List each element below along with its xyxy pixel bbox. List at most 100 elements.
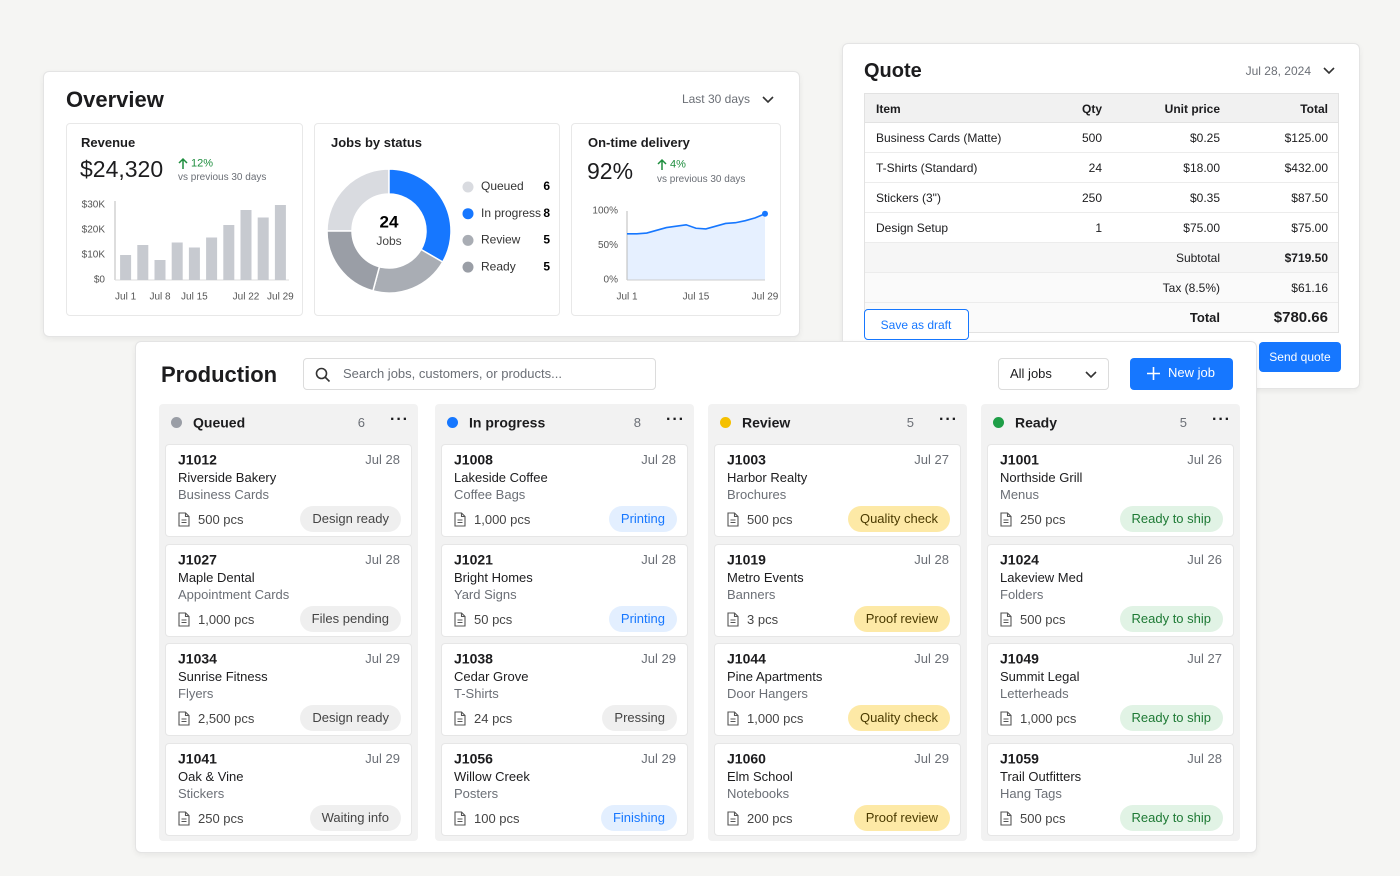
doc [1000, 612, 1012, 627]
status-badge: Pressing [602, 705, 677, 731]
job-card[interactable]: J1059 Jul 28 Trail Outfitters Hang Tags 500 … [987, 743, 1234, 836]
summary-label: Total [1189, 310, 1220, 326]
doc [727, 612, 739, 627]
table-cell: $18.00 [1183, 160, 1220, 175]
job-card[interactable]: J1001 Jul 26 Northside Grill Menus 250 pcs Re… [987, 444, 1234, 537]
column-menu[interactable]: ··· [666, 411, 685, 428]
new-job-button[interactable]: New job [1130, 358, 1233, 390]
job-qty: 1,000 pcs [747, 711, 804, 727]
table-header: Qty [1081, 101, 1102, 116]
bar [206, 237, 218, 280]
job-qty: 100 pcs [474, 811, 520, 827]
job-qty: 500 pcs [198, 512, 244, 528]
table-cell: $75.00 [1291, 220, 1328, 235]
job-card[interactable]: J1056 Jul 29 Willow Creek Posters 100 pcs Fin… [441, 743, 688, 836]
job-date: Jul 27 [1187, 651, 1222, 667]
job-date: Jul 29 [641, 751, 676, 767]
search-box[interactable]: Search jobs, customers, or products... [303, 358, 656, 390]
table-cell: Stickers (3") [876, 190, 941, 205]
production-card: Production Search jobs, customers, or pro… [135, 341, 1257, 853]
status-badge: Ready to ship [1119, 606, 1223, 632]
job-card[interactable]: J1049 Jul 27 Summit Legal Letterheads 1,000 … [987, 643, 1234, 736]
doc [727, 811, 739, 826]
quote-title: Quote [864, 60, 922, 82]
document-icon [454, 711, 466, 726]
filter-select[interactable]: All jobs [998, 358, 1109, 390]
x-tick-label: Jul 8 [149, 292, 171, 303]
chevron [762, 96, 774, 104]
job-card[interactable]: J1041 Jul 29 Oak & Vine Stickers 250 pcs Wait… [165, 743, 412, 836]
job-customer: Elm School [727, 769, 793, 785]
job-product: Banners [727, 587, 776, 603]
job-card[interactable]: J1008 Jul 28 Lakeside Coffee Coffee Bags 1,0… [441, 444, 688, 537]
job-qty: 1,000 pcs [474, 512, 531, 528]
job-id: J1027 [178, 551, 217, 568]
job-card[interactable]: J1021 Jul 28 Bright Homes Yard Signs 50 pcs P… [441, 544, 688, 637]
job-card[interactable]: J1012 Jul 28 Riverside Bakery Business Card… [165, 444, 412, 537]
job-date: Jul 29 [365, 751, 400, 767]
legend-value: 6 [543, 179, 550, 193]
job-card[interactable]: J1044 Jul 29 Pine Apartments Door Hangers 1,… [714, 643, 961, 736]
job-product: Folders [1000, 587, 1044, 603]
status-dot [993, 417, 1004, 428]
status-badge: Proof review [853, 805, 950, 831]
job-qty: 500 pcs [1020, 612, 1066, 628]
job-qty: 3 pcs [747, 612, 779, 628]
bar [240, 210, 252, 280]
kpi-note: vs previous 30 days [657, 174, 746, 185]
quote-date[interactable]: Jul 28, 2024 [1245, 63, 1311, 78]
column-menu[interactable]: ··· [1212, 411, 1231, 428]
column-menu[interactable]: ··· [390, 411, 409, 428]
doc [454, 612, 466, 627]
job-card[interactable]: J1027 Jul 28 Maple Dental Appointment Cards… [165, 544, 412, 637]
job-date: Jul 29 [365, 651, 400, 667]
job-card[interactable]: J1060 Jul 29 Elm School Notebooks 200 pcs Pro… [714, 743, 961, 836]
job-id: J1060 [727, 750, 766, 767]
range-select[interactable]: Last 30 days [681, 91, 750, 106]
table-header: Unit price [1164, 101, 1220, 116]
table-cell: $0.35 [1189, 190, 1220, 205]
doc [454, 711, 466, 726]
column-count: 5 [1179, 415, 1187, 431]
job-date: Jul 29 [914, 751, 949, 767]
revenue-card: Revenue $24,320 12% vs previous 30 days $0 $1… [66, 123, 303, 316]
doc [727, 711, 739, 726]
job-customer: Harbor Realty [727, 470, 808, 486]
job-customer: Cedar Grove [454, 669, 529, 685]
column-title: In progress [469, 414, 546, 431]
job-id: J1003 [727, 451, 766, 468]
job-qty: 200 pcs [747, 811, 793, 827]
area [627, 213, 765, 280]
job-qty: 1,000 pcs [1020, 711, 1077, 727]
job-card[interactable]: J1024 Jul 26 Lakeview Med Folders 500 pcs Rea… [987, 544, 1234, 637]
table-row [865, 123, 1338, 153]
button-label: Send quote [1269, 349, 1331, 364]
job-card[interactable]: J1034 Jul 29 Sunrise Fitness Flyers 2,500 pc… [165, 643, 412, 736]
job-card[interactable]: J1038 Jul 29 Cedar Grove T-Shirts 24 pcs Pres… [441, 643, 688, 736]
arrow-up-icon [657, 158, 667, 170]
job-card[interactable]: J1003 Jul 27 Harbor Realty Brochures 500 pcs… [714, 444, 961, 537]
doc [178, 711, 190, 726]
table-cell: $432.00 [1284, 160, 1328, 175]
column-menu[interactable]: ··· [939, 411, 958, 428]
send-quote-button[interactable]: Send quote [1259, 342, 1341, 372]
job-id: J1008 [454, 451, 493, 468]
status-badge: Quality check [847, 705, 950, 731]
delivery-card: 0% 50% 100% Jul 1 Jul 15 Jul 29 On-time delive… [571, 123, 781, 316]
job-product: Hang Tags [1000, 786, 1062, 802]
kpi-note: vs previous 30 days [178, 172, 267, 183]
document-icon [1000, 612, 1012, 627]
save-draft-button[interactable]: Save as draft [864, 309, 969, 340]
bar [257, 217, 269, 280]
table-row [865, 213, 1338, 243]
status-badge: Printing [608, 606, 677, 632]
end-point [762, 210, 768, 217]
table-header-row [865, 94, 1338, 123]
job-date: Jul 27 [914, 452, 949, 468]
job-card[interactable]: J1019 Jul 28 Metro Events Banners 3 pcs Proof… [714, 544, 961, 637]
chevron-icon [1085, 371, 1097, 379]
table-cell: 250 [1081, 190, 1102, 205]
job-customer: Willow Creek [454, 769, 530, 785]
document-icon [178, 811, 190, 826]
column-title: Ready [1015, 414, 1058, 431]
